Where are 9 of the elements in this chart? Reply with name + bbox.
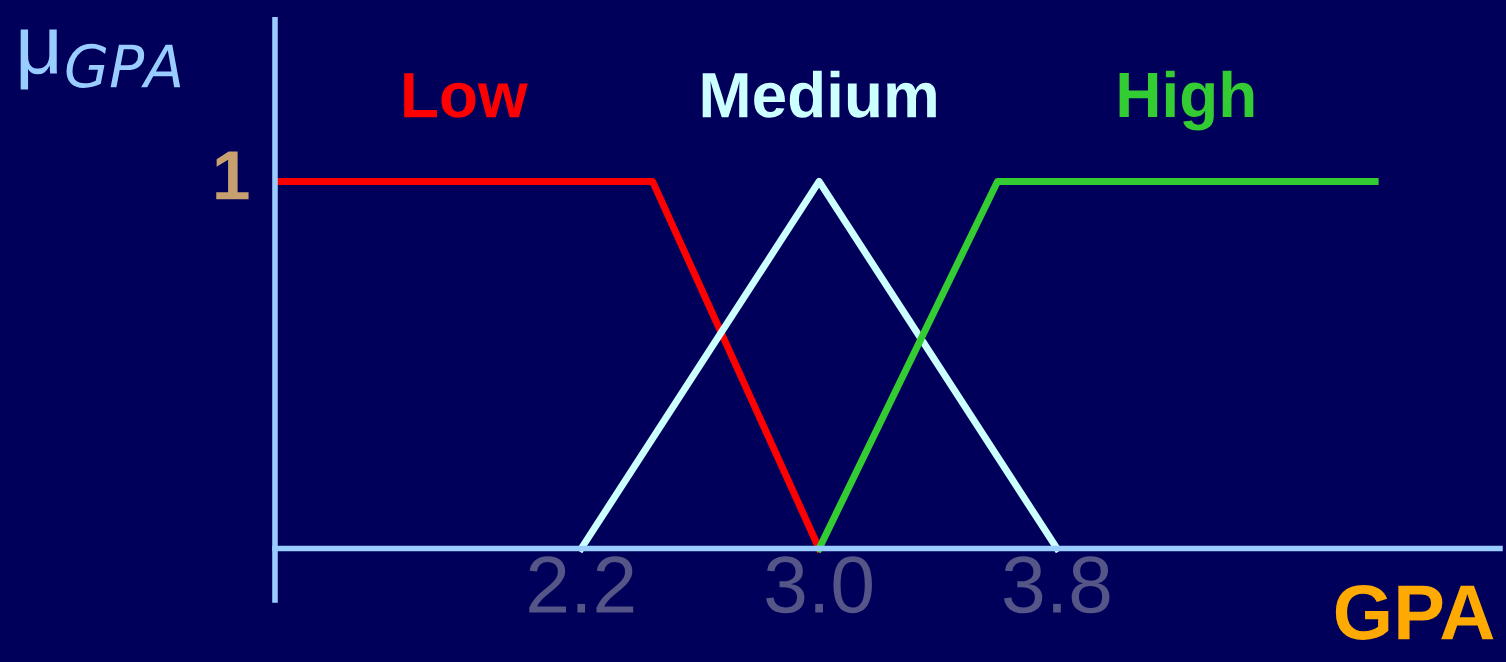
text: 1 xyxy=(216,151,249,200)
x-tick-label: 2.2 xyxy=(529,556,634,613)
series-label: High xyxy=(1119,70,1254,131)
x-tick-label: 3.0 xyxy=(766,556,872,614)
y-axis-title: μ$_{GPA}$ xyxy=(20,29,181,90)
series-label: Low xyxy=(404,73,528,118)
series-label: Medium xyxy=(702,70,936,118)
x-axis-title: GPA xyxy=(1335,584,1494,641)
x-tick-label: 3.8 xyxy=(1004,556,1110,614)
